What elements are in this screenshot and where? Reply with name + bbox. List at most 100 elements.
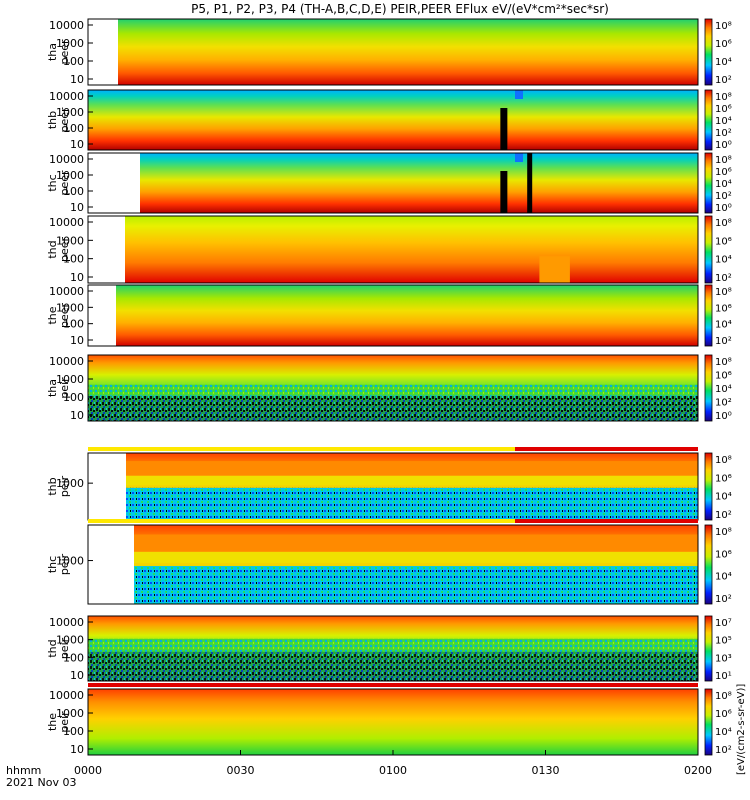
colorbar-tick-label: 10⁴	[715, 179, 732, 190]
colorbar-tick-label: 10⁸	[715, 691, 732, 702]
y-tick-label: 100	[63, 318, 84, 331]
panel-label-sub: peer	[58, 237, 71, 263]
panel-the-peir: 10000 1000 100 10 the peir 10⁸ 10⁶ 10⁴ 10²	[46, 683, 732, 756]
x-axis-label: hhmm	[6, 764, 41, 777]
panel-label: thd	[46, 240, 59, 258]
colorbar-tick-label: 10⁷	[715, 618, 732, 629]
y-tick-label: 10	[70, 271, 84, 284]
colorbar-tick-label: 10²	[715, 191, 732, 202]
colorbar-tick-label: 10⁸	[715, 357, 732, 368]
y-tick-label: 10000	[49, 90, 84, 103]
y-tick-label: 100	[63, 651, 84, 664]
panel-label: thc	[46, 556, 59, 573]
panel-label-sub: peir	[58, 637, 71, 659]
y-tick-label: 1000	[56, 301, 84, 314]
y-tick-label: 1000	[56, 37, 84, 50]
colorbar	[704, 89, 713, 151]
panel-label: thd	[46, 639, 59, 657]
y-tick-label: 100	[63, 185, 84, 198]
colorbar-tick-label: 10⁵	[715, 636, 732, 647]
panel-tha-peir: 10000 1000 100 10 tha peir 10⁸ 10⁶ 10⁴ 10² 10⁰	[46, 354, 732, 422]
colorbar-tick-label: 10¹	[715, 671, 732, 682]
x-tick-label: 0130	[532, 764, 560, 777]
y-tick-label: 1000	[56, 477, 84, 490]
colorbar-tick-label: 10²	[715, 336, 732, 347]
panel-label-sub: peer	[58, 170, 71, 196]
panel-label: thb	[46, 477, 59, 495]
colorbar-tick-label: 10²	[715, 745, 732, 756]
y-tick-label: 1000	[56, 707, 84, 720]
y-tick-label: 10000	[49, 216, 84, 229]
colorbar-tick-label: 10⁴	[715, 384, 732, 395]
x-tick-label: 0100	[379, 764, 407, 777]
y-tick-label: 10000	[49, 616, 84, 629]
colorbar-tick-label: 10⁴	[715, 572, 732, 583]
y-tick-label: 10	[70, 409, 84, 422]
colorbar-tick-label: 10⁸	[715, 287, 732, 298]
y-tick-label: 10	[70, 73, 84, 86]
y-tick-label: 10	[70, 669, 84, 682]
panel-label: tha	[46, 43, 59, 61]
colorbar-tick-label: 10⁶	[715, 709, 732, 720]
y-tick-label: 100	[63, 55, 84, 68]
colorbar-tick-label: 10⁰	[715, 203, 732, 214]
panel-label: thb	[46, 111, 59, 129]
colorbar-tick-label: 10⁶	[715, 167, 732, 178]
colorbar-tick-label: 10²	[715, 75, 732, 86]
colorbar	[704, 688, 713, 756]
colorbar-tick-label: 10⁰	[715, 411, 732, 422]
panel-label-sub: peer	[58, 107, 71, 133]
y-tick-label: 100	[63, 391, 84, 404]
colorbar-tick-label: 10⁸	[715, 92, 732, 103]
x-axis: 0000 0030 0100 0130 0200	[74, 750, 712, 777]
y-tick-label: 1000	[56, 106, 84, 119]
colorbar-tick-label: 10⁶	[715, 236, 732, 247]
x-tick-label: 0030	[227, 764, 255, 777]
colorbar-tick-label: 10⁶	[715, 39, 732, 50]
colorbar-tick-label: 10⁴	[715, 116, 732, 127]
colorbar-tick-label: 10⁶	[715, 473, 732, 484]
colorbar-tick-label: 10⁶	[715, 303, 732, 314]
colorbar-tick-label: 10⁶	[715, 371, 732, 382]
y-tick-label: 1000	[56, 373, 84, 386]
colorbar-tick-label: 10²	[715, 273, 732, 284]
panel-label-sub: peir	[58, 553, 71, 575]
y-tick-label: 1000	[56, 555, 84, 568]
y-tick-label: 10000	[49, 153, 84, 166]
colorbar	[704, 452, 713, 521]
colorbar-tick-label: 10⁶	[715, 104, 732, 115]
y-tick-label: 10	[70, 138, 84, 151]
colorbar-tick-label: 10²	[715, 128, 732, 139]
y-tick-label: 10000	[49, 355, 84, 368]
y-tick-label: 10000	[49, 19, 84, 32]
panel-the-peer: 10000 1000 100 10 the peer 10⁸ 10⁶ 10⁴ 10²	[46, 284, 732, 347]
x-tick-label: 0200	[684, 764, 712, 777]
y-tick-label: 10	[70, 743, 84, 756]
colorbar-tick-label: 10²	[715, 594, 732, 605]
y-tick-label: 100	[63, 725, 84, 738]
y-tick-label: 10	[70, 334, 84, 347]
colorbar-tick-label: 10⁸	[715, 155, 732, 166]
panel-label: thc	[46, 174, 59, 191]
colorbar	[704, 284, 713, 347]
date-label: 2021 Nov 03	[6, 776, 76, 789]
panel-thd-peir: 10000 1000 100 10 thd peir 10⁷ 10⁵ 10³ 10¹	[46, 615, 732, 682]
colorbar-tick-label: 10⁴	[715, 255, 732, 266]
colorbar-tick-label: 10⁸	[715, 21, 732, 32]
y-tick-label: 100	[63, 253, 84, 266]
panel-tha-peer: 10000 1000 100 10 tha peer 10⁸ 10⁶ 10⁴ 10²	[46, 18, 732, 86]
colorbar	[704, 524, 713, 605]
panel-label: the	[46, 713, 59, 731]
colorbar-tick-label: 10⁰	[715, 140, 732, 151]
y-tick-label: 1000	[56, 169, 84, 182]
colorbar-tick-label: 10⁴	[715, 492, 732, 503]
panel-label-sub: peir	[58, 377, 71, 399]
y-tick-label: 10000	[49, 285, 84, 298]
colorbar-label: [eV/(cm2-s-sr-eV)]	[736, 684, 747, 775]
